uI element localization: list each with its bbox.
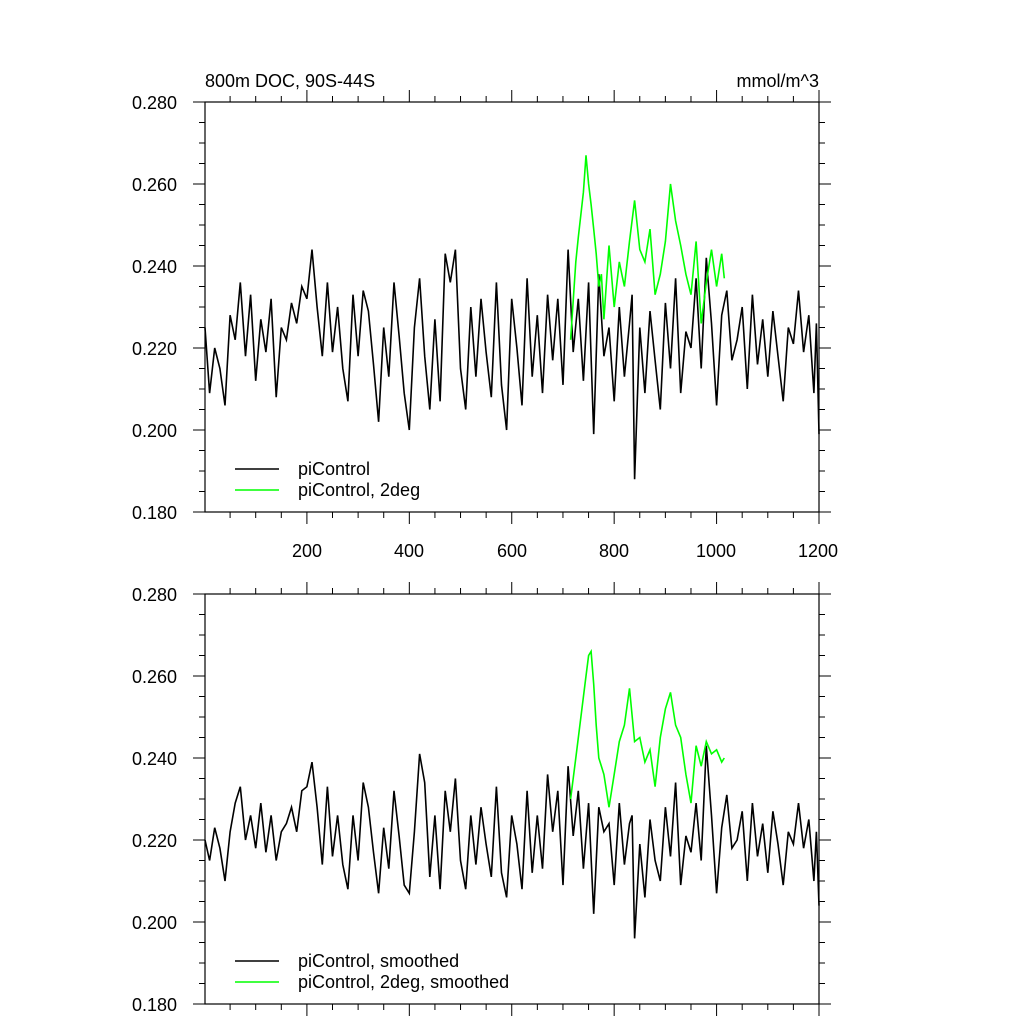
top-legend: piControl piControl, 2deg xyxy=(235,459,420,500)
top-xtick-label-1200: 1200 xyxy=(798,541,838,561)
bottom-y-tick-labels: 0.180 0.200 0.220 0.240 0.260 0.280 xyxy=(132,585,177,1015)
bottom-ytick-label-0: 0.180 xyxy=(132,995,177,1015)
top-panel: 800m DOC, 90S-44S mmol/m^3 0.180 0.200 0… xyxy=(132,71,838,561)
bottom-ytick-label-3: 0.240 xyxy=(132,749,177,769)
top-units: mmol/m^3 xyxy=(737,71,819,91)
top-ytick-label-3: 0.240 xyxy=(132,257,177,277)
bottom-legend-item-picontrol-smoothed: piControl, smoothed xyxy=(235,951,459,971)
top-y-tick-labels: 0.180 0.200 0.220 0.240 0.260 0.280 xyxy=(132,93,177,523)
top-ytick-label-1: 0.200 xyxy=(132,421,177,441)
bottom-series-picontrol-smoothed-line xyxy=(204,745,820,939)
bottom-legend: piControl, smoothed piControl, 2deg, smo… xyxy=(235,951,509,992)
bottom-legend-item-picontrol-2deg-smoothed: piControl, 2deg, smoothed xyxy=(235,972,509,992)
top-xtick-label-800: 800 xyxy=(599,541,629,561)
top-legend-item-picontrol: piControl xyxy=(235,459,370,479)
bottom-panel: 0.180 0.200 0.220 0.240 0.260 0.280 piCo… xyxy=(132,582,831,1016)
top-x-tick-labels: 200 400 600 800 1000 1200 xyxy=(292,541,838,561)
top-legend-label-picontrol: piControl xyxy=(298,459,370,479)
top-series-picontrol-2deg-line xyxy=(569,155,726,340)
top-xtick-label-400: 400 xyxy=(394,541,424,561)
top-plot-frame xyxy=(204,101,820,513)
bottom-legend-label-picontrol-2deg-smoothed: piControl, 2deg, smoothed xyxy=(298,972,509,992)
bottom-plot-frame xyxy=(204,593,820,1005)
top-ytick-label-2: 0.220 xyxy=(132,339,177,359)
bottom-ytick-label-1: 0.200 xyxy=(132,913,177,933)
bottom-axis-ticks xyxy=(193,582,831,1016)
top-axis-ticks xyxy=(193,90,831,524)
top-xtick-label-1000: 1000 xyxy=(696,541,736,561)
top-legend-item-picontrol-2deg: piControl, 2deg xyxy=(235,480,420,500)
top-xtick-label-200: 200 xyxy=(292,541,322,561)
top-title: 800m DOC, 90S-44S xyxy=(205,71,375,91)
bottom-ytick-label-4: 0.260 xyxy=(132,667,177,687)
top-legend-label-picontrol-2deg: piControl, 2deg xyxy=(298,480,420,500)
top-ytick-label-0: 0.180 xyxy=(132,503,177,523)
bottom-ytick-label-2: 0.220 xyxy=(132,831,177,851)
bottom-data-lines xyxy=(204,648,820,939)
bottom-ytick-label-5: 0.280 xyxy=(132,585,177,605)
top-ytick-label-5: 0.280 xyxy=(132,93,177,113)
top-ytick-label-4: 0.260 xyxy=(132,175,177,195)
bottom-series-picontrol-2deg-smoothed-line xyxy=(569,648,725,808)
top-xtick-label-600: 600 xyxy=(497,541,527,561)
top-data-lines xyxy=(204,155,820,480)
top-series-picontrol-line xyxy=(204,249,820,480)
bottom-legend-label-picontrol-smoothed: piControl, smoothed xyxy=(298,951,459,971)
